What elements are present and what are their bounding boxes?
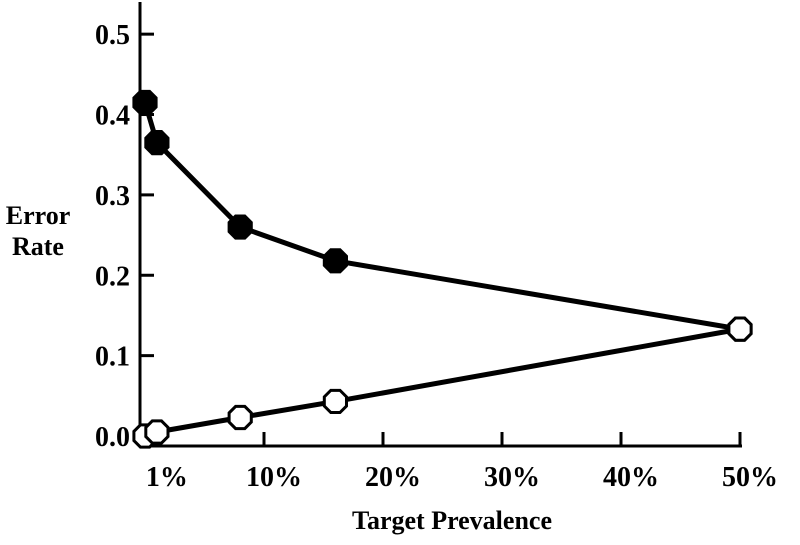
- filled-point-marker: [322, 248, 348, 274]
- y-tick-label: 0.0: [95, 422, 130, 453]
- open-point-marker: [227, 404, 253, 431]
- x-ticks: 1% 10% 20% 30% 40% 50%: [146, 432, 778, 493]
- x-tick-label: 30%: [484, 462, 540, 493]
- x-tick-label: 40%: [603, 462, 659, 493]
- open-point-marker: [144, 419, 170, 445]
- x-tick-label: 50%: [722, 462, 778, 493]
- series-group: [132, 89, 753, 449]
- y-tick-label: 0.3: [95, 181, 130, 212]
- x-tick-label: 10%: [246, 462, 302, 493]
- filled-point-marker: [227, 214, 253, 240]
- y-axis-title-line-1: Error: [6, 201, 71, 230]
- y-tick-label: 0.1: [95, 342, 130, 373]
- filled-point-marker: [132, 89, 158, 116]
- y-tick-label: 0.2: [95, 261, 130, 292]
- y-tick-label: 0.5: [95, 20, 130, 51]
- open-point-marker: [727, 316, 753, 342]
- axes: [138, 2, 742, 448]
- x-tick-label: 1%: [146, 462, 188, 493]
- open-point-marker: [322, 388, 348, 415]
- y-tick-label: 0.4: [95, 101, 130, 132]
- y-ticks: 0.0 0.1 0.2 0.3 0.4 0.5: [95, 20, 154, 453]
- x-tick-label: 20%: [365, 462, 421, 493]
- y-axis-title-line-2: Rate: [12, 232, 64, 261]
- x-axis-title: Target Prevalence: [352, 506, 552, 535]
- filled-point-marker: [144, 130, 170, 156]
